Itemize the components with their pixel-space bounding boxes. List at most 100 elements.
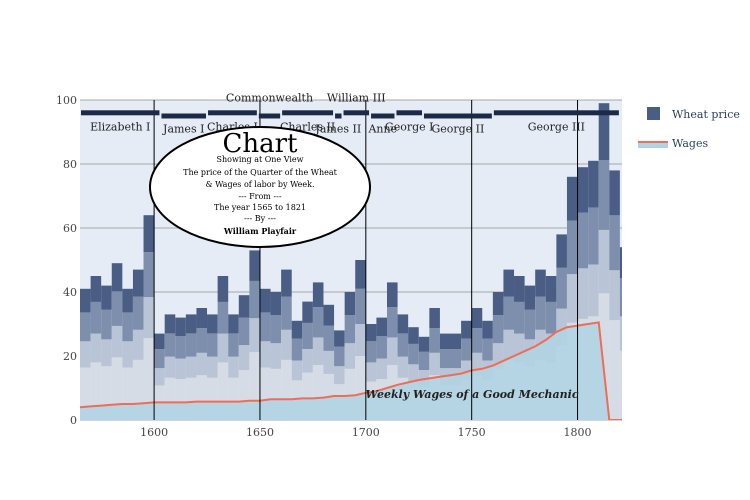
wheat-bar[interactable]	[259, 288, 271, 420]
wheat-bar[interactable]	[598, 103, 610, 420]
wheat-bar[interactable]	[619, 247, 631, 420]
wheat-bar[interactable]	[270, 292, 282, 420]
wheat-bar-segment	[302, 301, 313, 323]
wheat-bar-segment	[524, 285, 536, 310]
wheat-bar-segment	[408, 327, 419, 344]
y-tick-label: 60	[63, 222, 77, 235]
wheat-bar-segment	[143, 297, 155, 339]
wheat-bar-segment	[556, 308, 567, 346]
wheat-bar-segment	[503, 296, 515, 330]
wheat-bar-segment	[408, 364, 419, 383]
wages-fill	[80, 322, 622, 420]
wheat-bar-segment	[196, 308, 208, 329]
wages-area	[80, 321, 622, 420]
wheat-bar-segment	[185, 333, 197, 357]
wheat-bar-segment	[429, 308, 440, 329]
wheat-bar-segment	[259, 312, 271, 342]
y-tick-label: 0	[70, 414, 77, 427]
wheat-bar-segment	[196, 375, 208, 420]
wheat-bar-segment	[598, 229, 610, 294]
wheat-bar-segment	[238, 317, 250, 346]
wheat-bar-segment	[90, 301, 102, 334]
wheat-bar-segment	[122, 367, 133, 420]
wheat-bar-segment	[577, 212, 589, 269]
wheat-bar[interactable]	[132, 269, 144, 420]
wheat-bar[interactable]	[175, 317, 186, 420]
cartouche-line-5: The year 1565 to 1821	[214, 203, 306, 212]
monarch-bar	[423, 113, 492, 119]
wheat-bar-segment	[249, 280, 260, 319]
wheat-bar-segment	[344, 292, 356, 316]
wheat-bar[interactable]	[217, 276, 229, 420]
y-tick-label: 40	[63, 286, 77, 299]
wheat-bar-segment	[90, 333, 102, 363]
wheat-bar[interactable]	[228, 314, 239, 420]
wheat-bar-segment	[312, 364, 324, 420]
wheat-bar[interactable]	[312, 282, 324, 420]
wheat-bar-segment	[259, 341, 271, 368]
wheat-bar[interactable]	[185, 314, 197, 420]
legend-wages-swatch[interactable]	[638, 142, 668, 148]
wheat-bar-segment	[207, 333, 218, 357]
wheat-bar-segment	[196, 328, 208, 353]
legend-wheat-label[interactable]: Wheat price	[672, 108, 740, 121]
monarch-bar	[208, 110, 257, 116]
wheat-bar-segment	[461, 320, 472, 339]
wheat-bar-segment	[609, 215, 620, 271]
monarch-label: Anne	[367, 123, 397, 136]
wheat-bar-segment	[386, 337, 398, 365]
wheat-bar-segment	[577, 167, 589, 213]
wheat-bar-segment	[143, 338, 155, 420]
wheat-bar-segment	[291, 360, 303, 381]
wheat-bar-segment	[238, 345, 250, 371]
wheat-bar-segment	[334, 346, 345, 367]
x-tick-label: 1600	[140, 426, 168, 439]
wheat-bar-segment	[154, 333, 165, 350]
wheat-bar-segment	[619, 278, 622, 317]
wheat-bar-segment	[90, 362, 102, 420]
wages-annotation: Weekly Wages of a Good Mechanic	[365, 388, 578, 401]
wheat-bar[interactable]	[355, 260, 366, 420]
wheat-bar-segment	[556, 234, 567, 268]
wheat-bar-segment	[132, 359, 144, 420]
wheat-bar-segment	[514, 276, 525, 302]
wheat-bar-segment	[111, 357, 123, 420]
wheat-bar-segment	[164, 314, 176, 334]
wheat-bar[interactable]	[143, 215, 155, 420]
wheat-bar-segment	[238, 370, 250, 420]
wheat-bar-segment	[471, 328, 483, 353]
wheat-bar-segment	[259, 288, 271, 313]
wheat-bar[interactable]	[302, 301, 313, 420]
wheat-bar[interactable]	[122, 288, 133, 420]
monarch-bar	[343, 110, 370, 116]
wheat-bar-segment	[355, 288, 366, 324]
wheat-bar[interactable]	[238, 295, 250, 420]
wheat-bar[interactable]	[249, 250, 260, 420]
wheat-bar[interactable]	[196, 308, 208, 420]
wheat-bar-segment	[80, 312, 91, 342]
wheat-bar[interactable]	[344, 292, 356, 420]
wheat-bar[interactable]	[90, 276, 102, 420]
wheat-bar-segment	[461, 338, 472, 361]
wheat-bar-segment	[609, 170, 620, 216]
wages-line[interactable]	[80, 321, 622, 420]
wheat-bar-segment	[609, 270, 620, 321]
cartouche-line-1: Showing at One View	[217, 155, 304, 164]
wheat-bar-segment	[344, 368, 356, 420]
wheat-bar-segment	[344, 343, 356, 369]
wheat-bar-segment	[482, 320, 493, 339]
wheat-bar[interactable]	[207, 314, 218, 420]
monarch-label: George II	[431, 123, 484, 136]
wheat-bar[interactable]	[281, 269, 292, 420]
wheat-bar-segment	[270, 315, 282, 344]
legend-wages-label[interactable]: Wages	[672, 137, 708, 150]
wheat-bar[interactable]	[101, 285, 112, 420]
wheat-bar-segment	[355, 324, 366, 356]
legend-wheat-swatch[interactable]	[647, 107, 660, 120]
wheat-bar[interactable]	[609, 170, 620, 420]
y-tick-label: 100	[56, 94, 77, 107]
wheat-bar[interactable]	[111, 263, 123, 420]
wheat-bar-segment	[281, 269, 292, 297]
wheat-bar[interactable]	[80, 288, 91, 420]
wheat-bar[interactable]	[164, 314, 176, 420]
